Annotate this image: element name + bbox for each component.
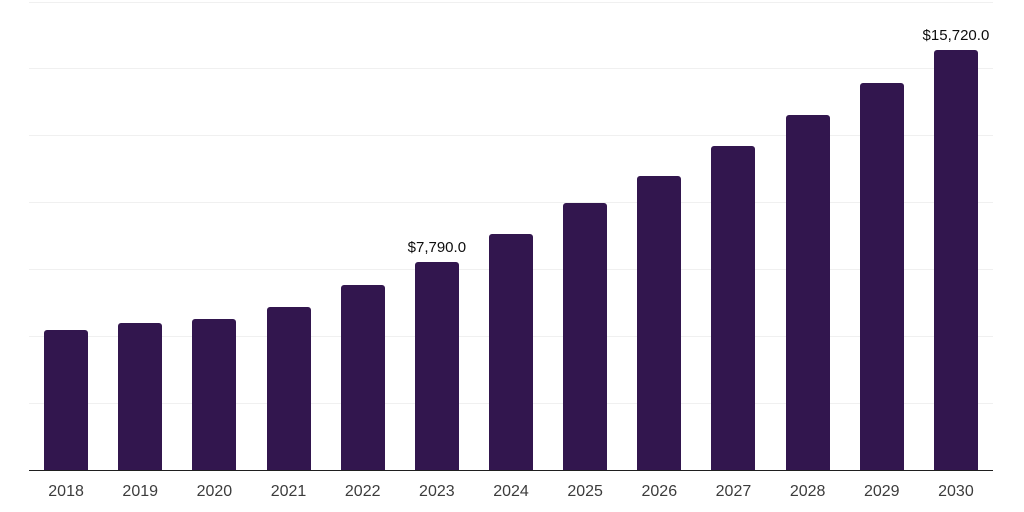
bar-2018 — [44, 329, 89, 470]
x-tick-label-2019: 2019 — [122, 483, 159, 500]
bar-2021 — [266, 306, 311, 470]
bar-2020 — [192, 318, 237, 470]
bar-2023 — [414, 261, 459, 470]
gridline — [29, 202, 993, 204]
bar-2028 — [785, 115, 830, 470]
x-tick-label-2021: 2021 — [270, 483, 307, 500]
x-tick-label-2027: 2027 — [715, 483, 752, 500]
bar-2026 — [637, 175, 682, 470]
x-tick-label-2028: 2028 — [789, 483, 826, 500]
x-tick-label-2025: 2025 — [567, 483, 603, 500]
bar-2025 — [563, 203, 608, 470]
bar-2022 — [340, 284, 385, 470]
bar-2030 — [933, 49, 978, 470]
x-tick-label-2029: 2029 — [863, 483, 900, 500]
x-tick-label-2030: 2030 — [938, 483, 974, 500]
bar-2029 — [859, 82, 904, 470]
data-label-2023: $7,790.0 — [407, 238, 467, 256]
x-tick-label-2026: 2026 — [641, 483, 678, 500]
x-tick-label-2023: 2023 — [419, 483, 455, 500]
x-tick-label-2020: 2020 — [196, 483, 233, 500]
x-tick-label-2018: 2018 — [48, 483, 84, 500]
gridline — [29, 68, 993, 70]
x-tick-label-2022: 2022 — [344, 483, 381, 500]
bar-2019 — [118, 322, 163, 470]
x-axis-labels: 2018 2019 2020 2021 2022 2023 2024 2025 2026 2027… — [29, 483, 993, 507]
gridline — [29, 135, 993, 137]
bar-2027 — [711, 145, 756, 470]
bar-2024 — [489, 234, 533, 470]
plot-area: $7,790.0 $15,720.0 — [29, 1, 993, 471]
x-tick-label-2024: 2024 — [493, 483, 529, 500]
gridline — [29, 1, 993, 3]
data-label-2030: $15,720.0 — [922, 26, 990, 44]
